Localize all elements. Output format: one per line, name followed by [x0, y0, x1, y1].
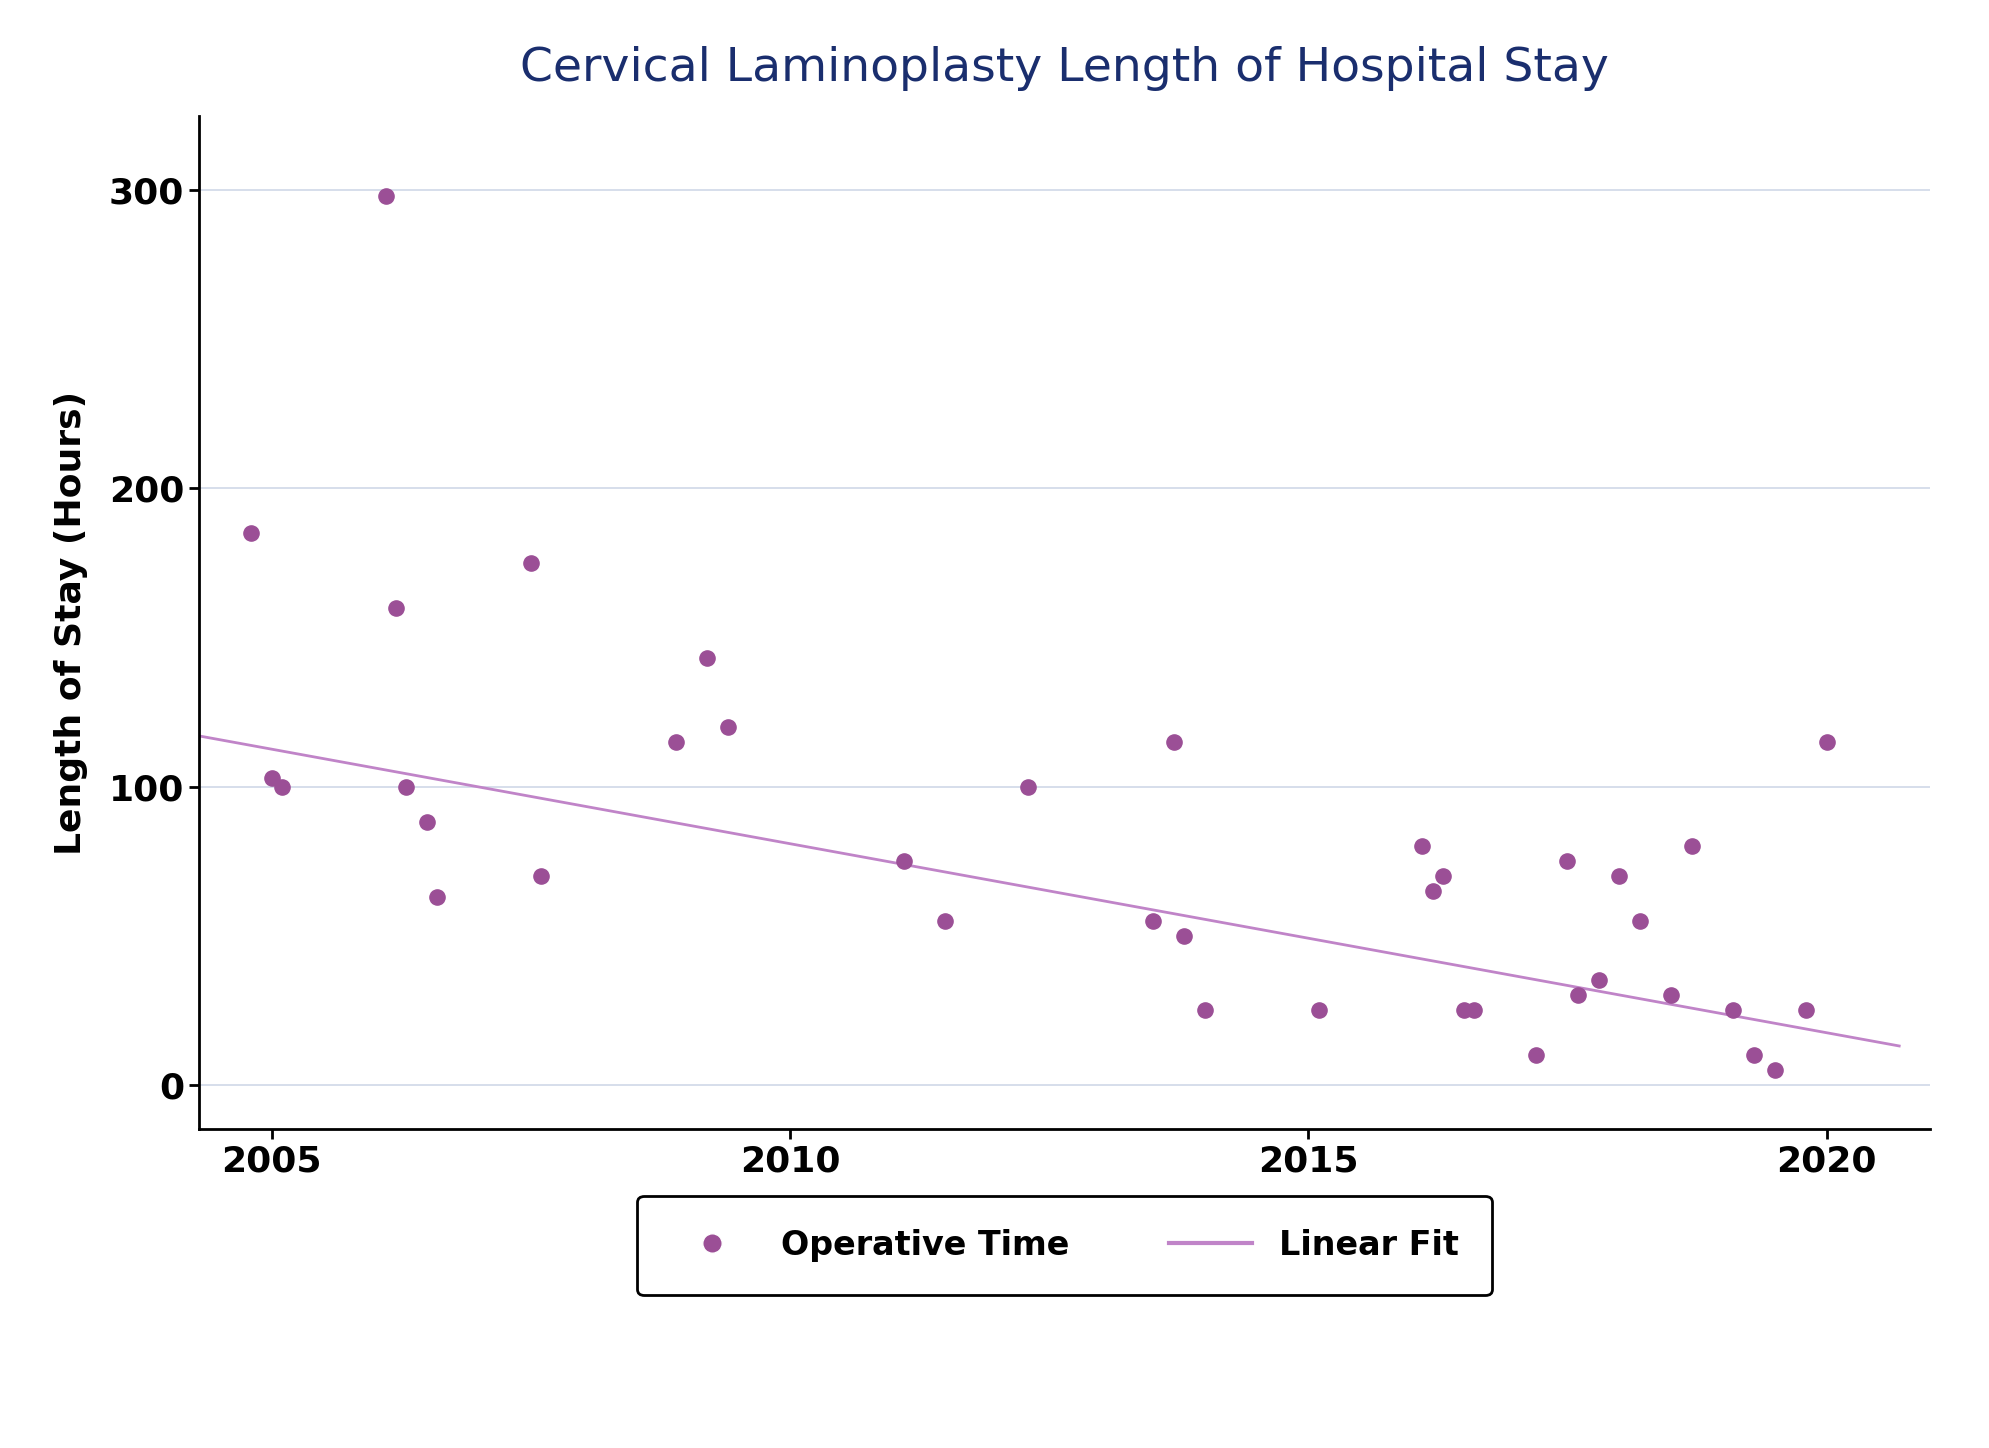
- Operative Time: [390, 775, 422, 798]
- Operative Time: [1788, 999, 1820, 1022]
- Operative Time: [422, 885, 453, 908]
- Operative Time: [1623, 909, 1655, 933]
- Operative Time: [1520, 1044, 1551, 1067]
- Operative Time: [235, 521, 267, 544]
- Title: Cervical Laminoplasty Length of Hospital Stay: Cervical Laminoplasty Length of Hospital…: [519, 46, 1609, 91]
- X-axis label: Date of Surgery: Date of Surgery: [903, 1199, 1225, 1232]
- Y-axis label: Length of Stay (Hours): Length of Stay (Hours): [54, 391, 88, 854]
- Operative Time: [267, 775, 298, 798]
- Operative Time: [1736, 1044, 1768, 1067]
- Operative Time: [660, 730, 692, 753]
- Operative Time: [1168, 924, 1199, 947]
- Operative Time: [929, 909, 961, 933]
- Operative Time: [1561, 983, 1593, 1006]
- Operative Time: [380, 597, 412, 620]
- Operative Time: [1136, 909, 1168, 933]
- Operative Time: [525, 864, 557, 888]
- Operative Time: [1426, 864, 1458, 888]
- Operative Time: [1603, 864, 1635, 888]
- Operative Time: [1303, 999, 1335, 1022]
- Operative Time: [1581, 969, 1613, 992]
- Operative Time: [1717, 999, 1748, 1022]
- Operative Time: [370, 185, 402, 209]
- Operative Time: [515, 552, 547, 575]
- Operative Time: [1458, 999, 1490, 1022]
- Operative Time: [1187, 999, 1219, 1022]
- Operative Time: [887, 850, 919, 873]
- Operative Time: [1810, 730, 1842, 753]
- Operative Time: [255, 766, 286, 789]
- Operative Time: [1012, 775, 1044, 798]
- Operative Time: [690, 647, 722, 670]
- Legend: Operative Time, Linear Fit: Operative Time, Linear Fit: [636, 1196, 1492, 1295]
- Operative Time: [1158, 730, 1189, 753]
- Operative Time: [1448, 999, 1480, 1022]
- Operative Time: [1416, 879, 1448, 902]
- Operative Time: [1406, 834, 1438, 857]
- Operative Time: [1675, 834, 1707, 857]
- Operative Time: [712, 715, 744, 738]
- Operative Time: [1551, 850, 1583, 873]
- Operative Time: [1655, 983, 1687, 1006]
- Operative Time: [412, 811, 444, 834]
- Operative Time: [1758, 1058, 1790, 1082]
